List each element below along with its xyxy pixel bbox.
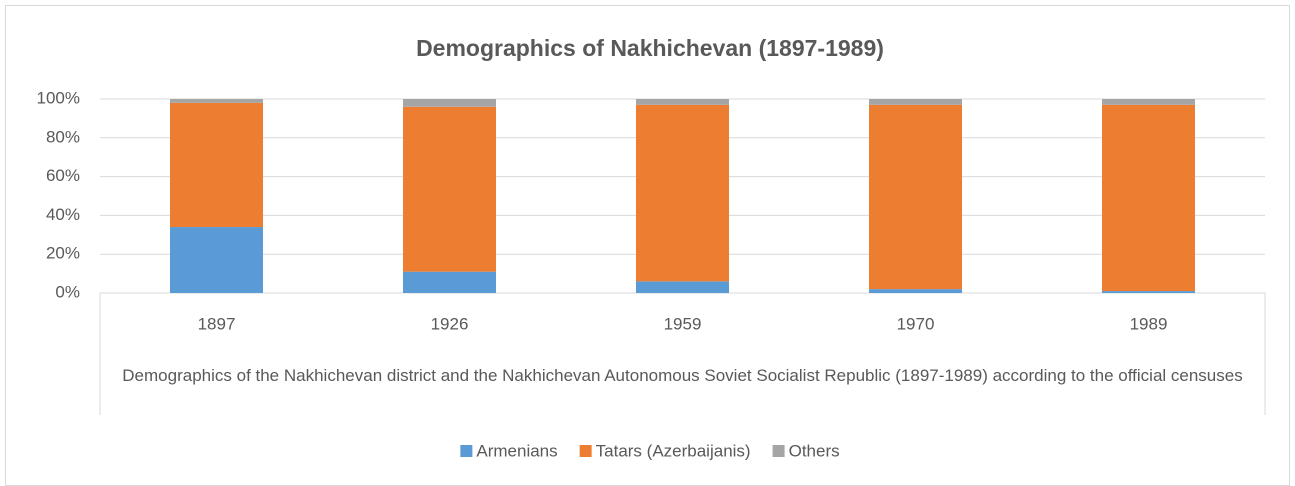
bar-segment <box>869 104 962 290</box>
legend-swatch <box>460 445 473 457</box>
x-tick-label: 1959 <box>664 314 702 333</box>
chart-title: Demographics of Nakhichevan (1897-1989) <box>416 35 884 61</box>
x-tick-label: 1970 <box>897 314 935 333</box>
bar-segment <box>403 271 496 293</box>
x-tick-label: 1989 <box>1130 314 1168 333</box>
bar-segment <box>403 99 496 107</box>
bar-segment <box>170 102 263 228</box>
bar-segment <box>170 227 263 293</box>
y-tick-label: 20% <box>46 244 80 263</box>
y-tick-label: 80% <box>46 127 80 146</box>
y-tick-label: 40% <box>46 205 80 224</box>
bar-segment <box>636 281 729 293</box>
legend-swatch <box>772 445 785 457</box>
bar-segment <box>869 289 962 293</box>
y-tick-label: 0% <box>55 282 80 301</box>
legend-label: Armenians <box>476 441 557 460</box>
bar-segment <box>1102 104 1195 292</box>
x-tick-label: 1897 <box>198 314 236 333</box>
bar-segment <box>403 106 496 272</box>
bar-segment <box>636 99 729 105</box>
x-tick-label: 1926 <box>431 314 469 333</box>
y-tick-label: 100% <box>37 88 80 107</box>
bar-segment <box>170 99 263 103</box>
bar-segment <box>1102 99 1195 105</box>
bar-segment <box>1102 291 1195 293</box>
y-tick-label: 60% <box>46 166 80 185</box>
legend-label: Tatars (Azerbaijanis) <box>596 441 751 460</box>
legend-label: Others <box>789 441 840 460</box>
legend-swatch <box>579 445 592 457</box>
axis-title: Demographics of the Nakhichevan district… <box>122 366 1243 385</box>
bar-segment <box>869 99 962 105</box>
bar-segment <box>636 104 729 282</box>
